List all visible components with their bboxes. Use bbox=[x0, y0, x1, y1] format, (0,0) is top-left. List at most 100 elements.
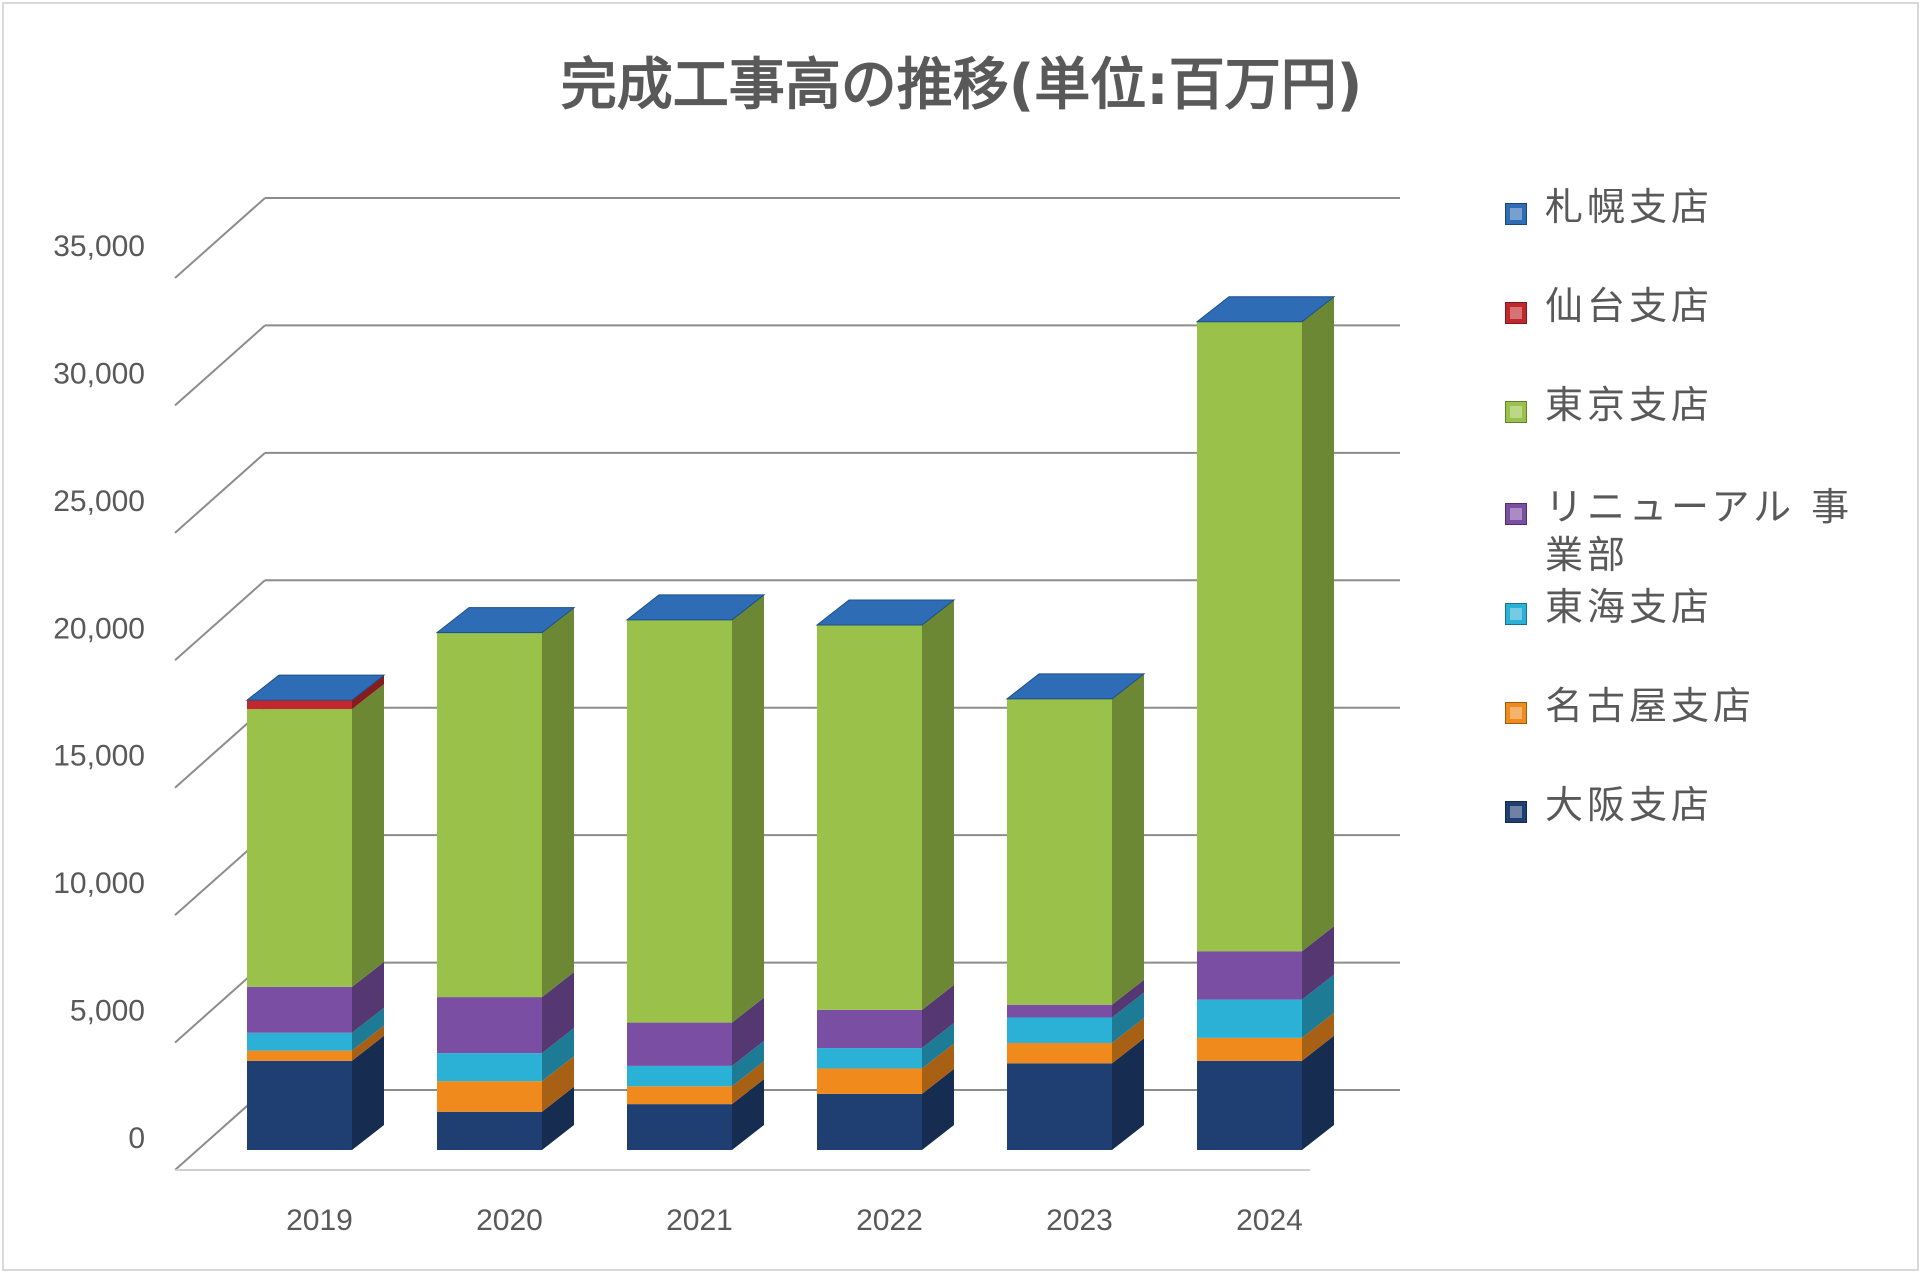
bar-side-face bbox=[732, 1040, 764, 1087]
bar-segment bbox=[817, 1068, 954, 1150]
bar-side-face bbox=[1302, 926, 1334, 1000]
bar-side-face bbox=[1112, 673, 1144, 1005]
y-tick-label: 0 bbox=[128, 1122, 145, 1155]
legend-item: 東海支店 bbox=[1505, 580, 1905, 640]
bar-segment bbox=[437, 607, 574, 998]
bar-segment bbox=[1197, 926, 1334, 1000]
bar-top-cap bbox=[625, 594, 766, 621]
bar-front-face bbox=[627, 1104, 732, 1150]
bar-stack-2019 bbox=[245, 674, 386, 1150]
bar-segment bbox=[247, 1007, 384, 1051]
legend-label: リニューアル 事業部 bbox=[1545, 485, 1854, 577]
bar-top-cap bbox=[245, 674, 386, 701]
bar-side-face bbox=[542, 607, 574, 998]
legend-label: 仙台支店 bbox=[1545, 284, 1714, 328]
bar-side-face bbox=[732, 1079, 764, 1150]
bar-front-face bbox=[1007, 1063, 1112, 1150]
legend-label: 名古屋支店 bbox=[1545, 684, 1756, 728]
bar-segment bbox=[627, 1079, 764, 1150]
y-tick-label: 35,000 bbox=[53, 230, 145, 263]
bar-side-face bbox=[1112, 1017, 1144, 1064]
bar-side-face bbox=[922, 599, 954, 1010]
legend-swatch bbox=[1505, 203, 1527, 225]
bar-segment bbox=[247, 1025, 384, 1061]
y-tick-label: 5,000 bbox=[70, 995, 145, 1028]
bar-front-face bbox=[1197, 1060, 1302, 1150]
legend-label: 東海支店 bbox=[1545, 585, 1714, 629]
bar-segment bbox=[1007, 979, 1144, 1018]
legend-item: 東京支店 bbox=[1505, 378, 1905, 438]
bar-side-face bbox=[1112, 992, 1144, 1043]
bar-segment bbox=[247, 684, 384, 987]
x-tick-label: 2019 bbox=[286, 1204, 353, 1237]
bar-segment bbox=[817, 599, 954, 1010]
bar-stack-2020 bbox=[435, 607, 576, 1150]
bar-side-face bbox=[542, 1028, 574, 1082]
bar-side-face bbox=[352, 1025, 384, 1061]
bar-side-face bbox=[1302, 1035, 1334, 1150]
chart-title: 完成工事高の推移(単位:百万円) bbox=[560, 53, 1363, 118]
legend-item: 札幌支店 bbox=[1505, 180, 1905, 240]
bar-front-face bbox=[247, 709, 352, 987]
bar-top-cap bbox=[815, 599, 956, 626]
x-tick-label: 2021 bbox=[666, 1204, 733, 1237]
bar-segment bbox=[817, 1023, 954, 1069]
legend-swatch bbox=[1505, 503, 1527, 525]
x-tick-label: 2023 bbox=[1046, 1204, 1113, 1237]
bar-front-face bbox=[247, 1032, 352, 1051]
bar-segment bbox=[627, 997, 764, 1066]
x-tick-label: 2022 bbox=[856, 1204, 923, 1237]
bar-front-face bbox=[1197, 1037, 1302, 1061]
bar-front-face bbox=[1007, 1017, 1112, 1043]
legend-swatch bbox=[1505, 702, 1527, 724]
grid-line-side bbox=[174, 324, 266, 407]
bar-segment bbox=[247, 675, 384, 710]
bar-front-face bbox=[247, 1060, 352, 1150]
bar-side-face bbox=[922, 1023, 954, 1069]
bar-side-face bbox=[352, 961, 384, 1033]
bar-front-face bbox=[437, 997, 542, 1054]
grid-line-side bbox=[174, 452, 266, 534]
bar-side-face bbox=[352, 1035, 384, 1150]
bar-side-face bbox=[352, 675, 384, 710]
bar-stack-2023 bbox=[1005, 673, 1146, 1150]
bar-segment bbox=[437, 972, 574, 1054]
bar-segment bbox=[1197, 296, 1334, 952]
bar-front-face bbox=[627, 1086, 732, 1105]
y-tick-label: 20,000 bbox=[53, 612, 145, 645]
bar-top-cap bbox=[1195, 296, 1336, 323]
bar-segment bbox=[1007, 992, 1144, 1043]
y-tick-label: 10,000 bbox=[53, 867, 145, 900]
bar-front-face bbox=[1007, 1042, 1112, 1064]
y-tick-label: 30,000 bbox=[53, 357, 145, 390]
x-tick-label: 2024 bbox=[1236, 1204, 1303, 1237]
grid-line-side bbox=[174, 579, 266, 662]
y-tick-label: 25,000 bbox=[53, 485, 145, 518]
bar-side-face bbox=[542, 1086, 574, 1150]
y-axis-tick-labels: 0 5,000 10,000 15,000 20,000 25,000 30,000 35,0… bbox=[53, 230, 145, 1155]
bar-front-face bbox=[627, 1065, 732, 1087]
bar-segment bbox=[437, 1056, 574, 1112]
legend-item: 名古屋支店 bbox=[1505, 679, 1905, 739]
bar-side-face bbox=[1302, 974, 1334, 1038]
bar-segment bbox=[627, 1040, 764, 1087]
bar-front-face bbox=[1007, 1004, 1112, 1018]
bar-segment bbox=[1007, 1017, 1144, 1064]
bar-side-face bbox=[732, 1061, 764, 1105]
bar-front-face bbox=[247, 1050, 352, 1061]
bar-stack-2022 bbox=[815, 599, 956, 1150]
bar-front-face bbox=[1197, 999, 1302, 1038]
bar-front-face bbox=[817, 1048, 922, 1069]
bar-front-face bbox=[1197, 951, 1302, 1000]
bar-side-face bbox=[542, 1056, 574, 1112]
bar-segment bbox=[627, 1061, 764, 1105]
bar-front-face bbox=[437, 1053, 542, 1082]
bar-top-cap bbox=[435, 607, 576, 634]
bar-stacks bbox=[245, 296, 1336, 1150]
bar-segment bbox=[817, 1043, 954, 1094]
bar-side-face bbox=[352, 684, 384, 987]
bar-segment bbox=[1007, 673, 1144, 1005]
bar-side-face bbox=[542, 972, 574, 1054]
bar-segment bbox=[1197, 1035, 1334, 1150]
